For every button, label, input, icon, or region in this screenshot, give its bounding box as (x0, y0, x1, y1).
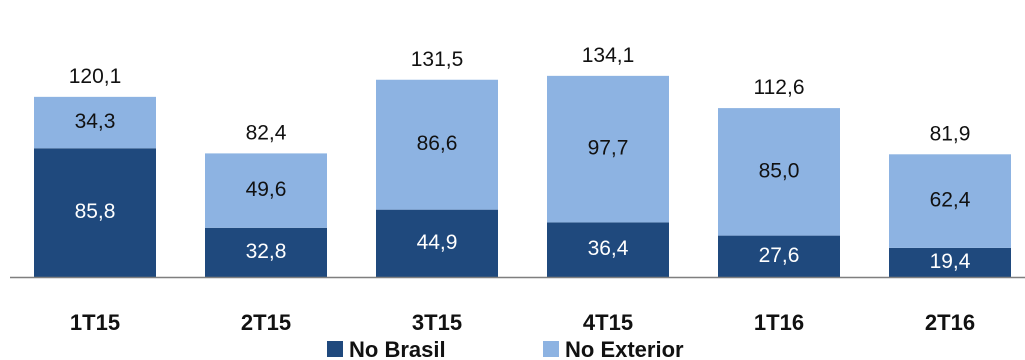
data-label-no-brasil-1t15: 85,8 (75, 200, 116, 223)
legend-label-no-exterior: No Exterior (565, 337, 684, 360)
bar-no-exterior-2t15 (205, 153, 327, 228)
bars-layer (34, 75, 1011, 277)
total-label-2t15: 82,4 (246, 121, 287, 144)
category-label-2t15: 2T15 (241, 310, 291, 335)
data-label-no-exterior-1t15: 34,3 (75, 110, 116, 133)
category-label-1t16: 1T16 (754, 310, 804, 335)
bar-no-brasil-2t15 (205, 227, 327, 277)
labels-layer: 85,8 34,3 120,1 32,8 49,6 82,4 44,9 86,6 131,5 36… (69, 44, 971, 273)
data-label-no-brasil-4t15: 36,4 (588, 237, 629, 260)
data-label-no-exterior-2t15: 49,6 (246, 178, 287, 201)
total-label-1t16: 112,6 (754, 76, 805, 99)
legend-item-no-exterior: No Exterior (543, 337, 684, 360)
total-label-1t15: 120,1 (69, 65, 122, 88)
bar-no-brasil-2t16 (889, 247, 1011, 277)
category-label-3t15: 3T15 (412, 310, 462, 335)
data-label-no-exterior-4t15: 97,7 (588, 137, 629, 160)
data-label-no-brasil-3t15: 44,9 (417, 231, 458, 254)
total-label-2t16: 81,9 (930, 122, 971, 145)
bar-no-exterior-1t15 (34, 96, 156, 149)
total-label-3t15: 131,5 (411, 48, 464, 71)
legend-swatch-no-brasil (327, 341, 343, 357)
legend-swatch-no-exterior (543, 341, 559, 357)
data-label-no-exterior-2t16: 62,4 (930, 189, 971, 212)
bar-no-brasil-4t15 (547, 222, 669, 277)
bar-no-brasil-1t15 (34, 148, 156, 277)
category-label-2t16: 2T16 (925, 310, 975, 335)
total-label-4t15: 134,1 (582, 44, 635, 67)
legend-label-no-brasil: No Brasil (349, 337, 446, 360)
bar-no-exterior-4t15 (547, 75, 669, 223)
data-label-no-brasil-2t16: 19,4 (930, 250, 971, 273)
bar-no-brasil-3t15 (376, 209, 498, 277)
bar-no-exterior-1t16 (718, 108, 840, 236)
bar-no-exterior-3t15 (376, 79, 498, 210)
bar-no-exterior-2t16 (889, 154, 1011, 248)
category-label-4t15: 4T15 (583, 310, 633, 335)
bar-no-brasil-1t16 (718, 235, 840, 277)
data-label-no-exterior-1t16: 85,0 (759, 159, 800, 182)
legend-item-no-brasil: No Brasil (327, 337, 446, 360)
legend: No Brasil No Exterior (327, 337, 684, 360)
data-label-no-brasil-2t15: 32,8 (246, 240, 287, 263)
data-label-no-brasil-1t16: 27,6 (759, 244, 800, 267)
category-label-1t15: 1T15 (70, 310, 120, 335)
data-label-no-exterior-3t15: 86,6 (417, 132, 458, 155)
category-labels: 1T15 2T15 3T15 4T15 1T16 2T16 (70, 310, 975, 335)
